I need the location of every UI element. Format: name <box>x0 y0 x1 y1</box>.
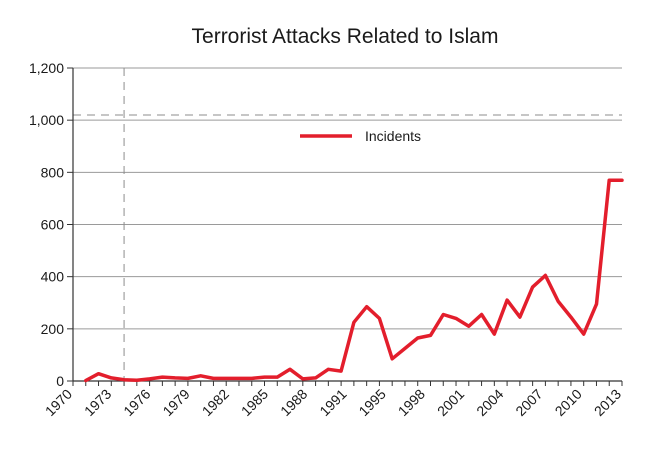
legend-label-incidents: Incidents <box>365 128 421 144</box>
legend: Incidents <box>300 128 421 144</box>
x-tick-label: 2010 <box>552 386 585 419</box>
reference-lines <box>73 68 622 381</box>
x-tick-label: 1973 <box>81 386 114 419</box>
x-tick-label: 1988 <box>277 386 310 419</box>
x-tick-label: 1998 <box>395 386 428 419</box>
y-tick-label: 1,000 <box>29 112 64 128</box>
y-tick-label: 800 <box>41 164 65 180</box>
x-tick-label: 1982 <box>199 386 232 419</box>
series-line-incidents <box>84 178 624 383</box>
x-tick-label: 1976 <box>120 386 153 419</box>
y-tick-label: 0 <box>56 373 64 389</box>
y-tick-label: 600 <box>41 217 65 233</box>
x-tick-label: 2004 <box>473 386 506 419</box>
x-tick-label: 2001 <box>434 386 467 419</box>
gridlines <box>73 67 622 330</box>
x-axis-ticks: 1970 1973 1976 1979 1982 1985 1988 1991 1995 1998… <box>42 381 624 419</box>
x-tick-label: 1985 <box>238 386 271 419</box>
x-tick-label: 1995 <box>355 386 388 419</box>
x-tick-label: 1970 <box>42 386 75 419</box>
y-tick-label: 200 <box>41 321 65 337</box>
x-tick-label: 2013 <box>591 386 624 419</box>
chart-title: Terrorist Attacks Related to Islam <box>192 25 499 48</box>
x-tick-label: 1991 <box>316 386 349 419</box>
y-tick-label: 1,200 <box>29 60 64 76</box>
y-axis-ticks: 0 200 400 600 800 1,000 1,200 <box>29 60 73 389</box>
series-group <box>84 178 624 383</box>
x-tick-label: 1979 <box>159 386 192 419</box>
x-tick-label: 2007 <box>512 386 545 419</box>
y-tick-label: 400 <box>41 269 65 285</box>
